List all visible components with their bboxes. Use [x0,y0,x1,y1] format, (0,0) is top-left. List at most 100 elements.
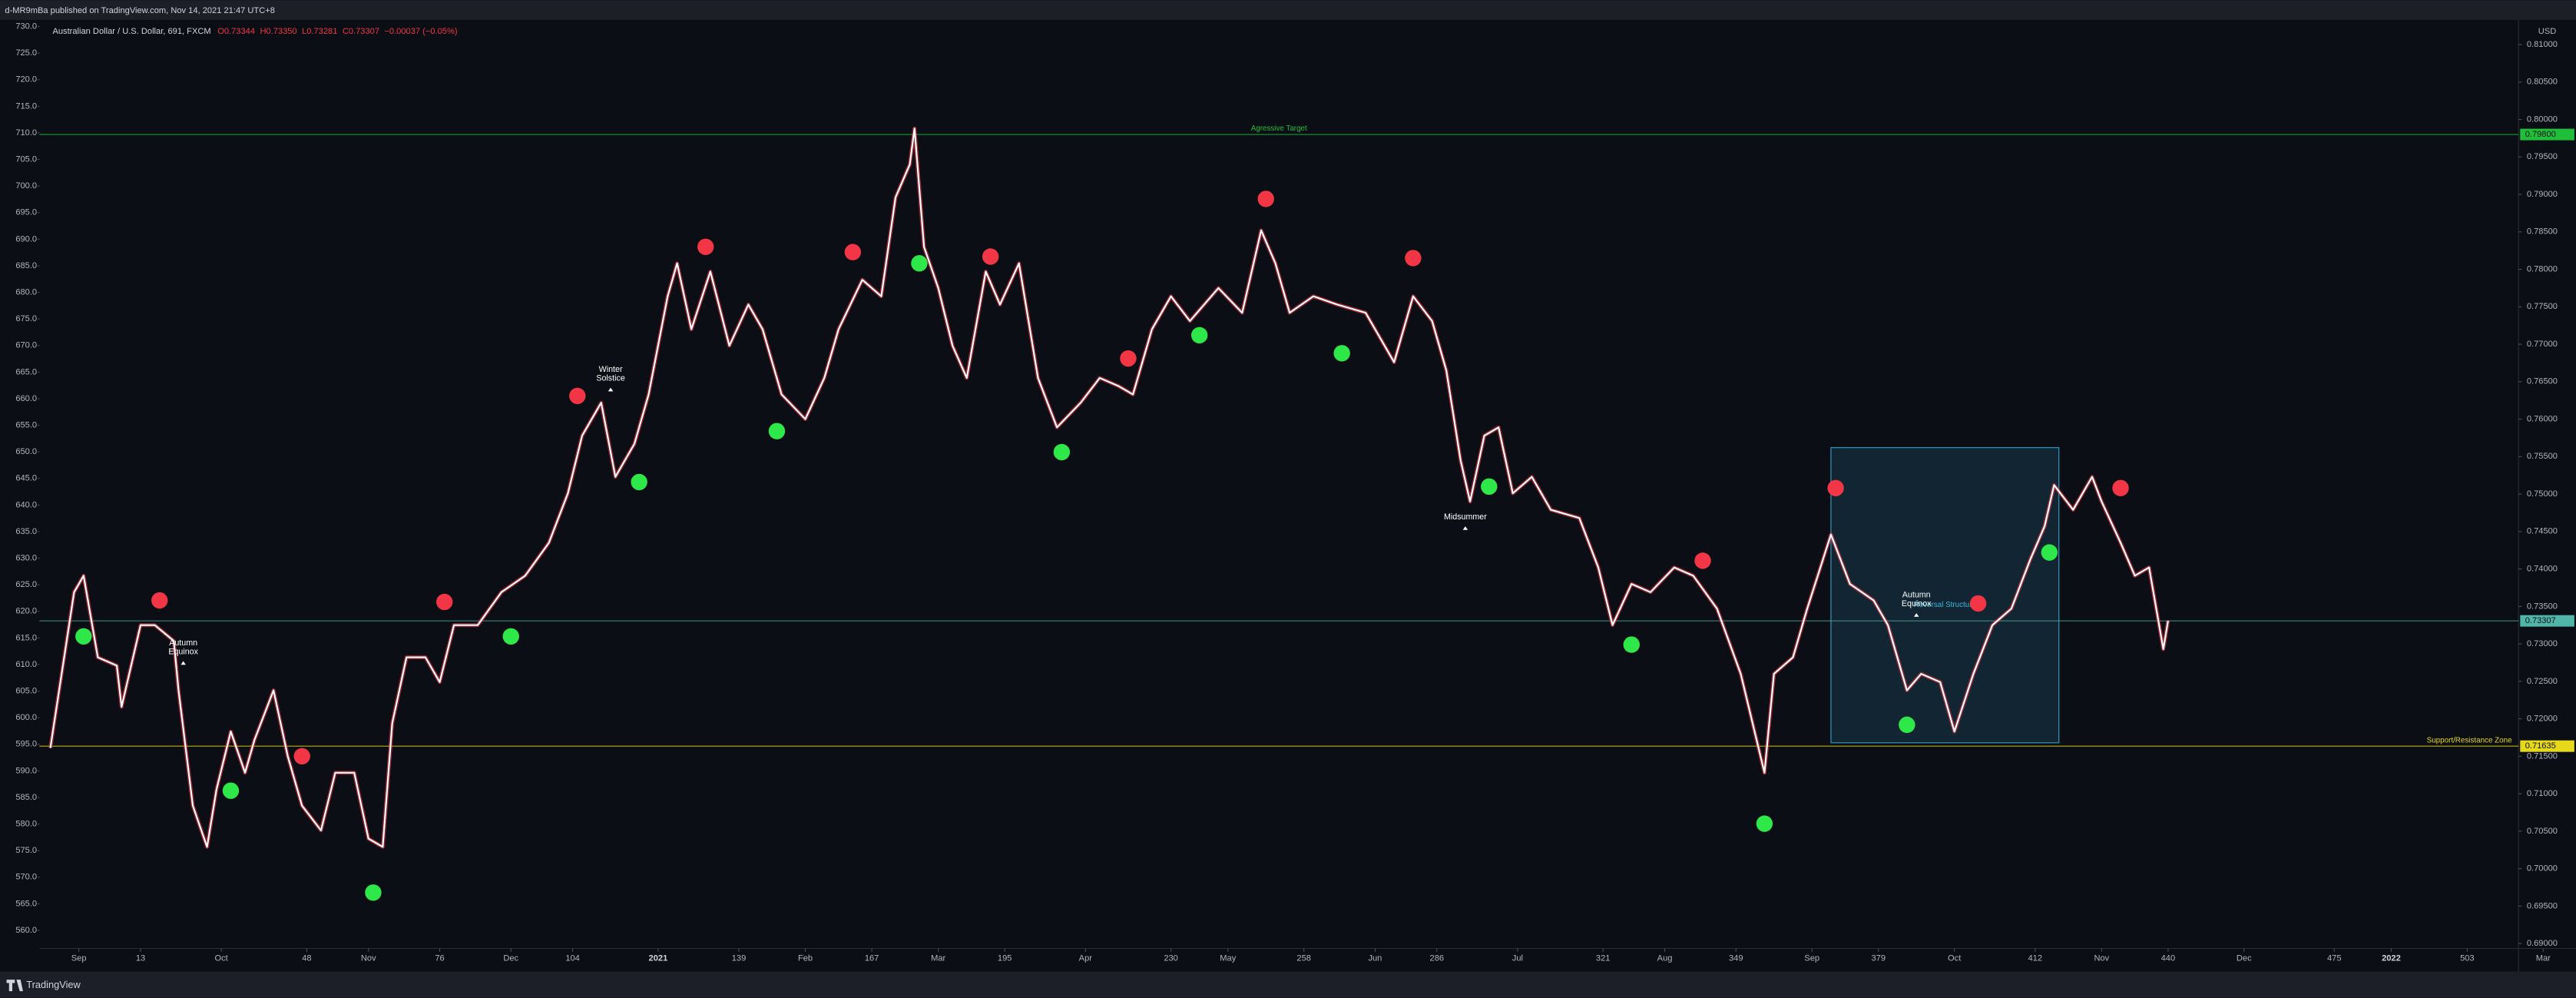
y-tick-label: 0.78000 [2527,264,2558,274]
price-label: 0.71635 [2525,741,2556,751]
ohlc-value: L0.73281 [302,27,337,36]
x-tick-label: May [1220,953,1236,963]
y2-tick-label: 635.0 [15,527,37,536]
signal-dot [1827,479,1844,496]
signal-dot [1333,345,1350,362]
y2-tick-label: 615.0 [15,633,37,642]
annotation-arrow [180,661,186,665]
annotation-arrow [608,387,614,392]
x-tick-label: 258 [1296,953,1311,963]
y-tick-label: 0.71500 [2527,751,2558,761]
y-tick-label: 0.72500 [2527,677,2558,686]
price-label-box [2520,615,2574,627]
y2-tick-label: 590.0 [15,766,37,775]
y2-tick-label: 665.0 [15,367,37,376]
x-tick-label: 2021 [649,953,668,963]
y-tick-label: 0.69000 [2527,939,2558,948]
x-tick-label: Nov [361,953,376,963]
footer-bar [0,971,2576,998]
y2-tick-label: 695.0 [15,208,37,217]
annotation-text: Equinox [1902,599,1932,608]
y-tick-label: 0.79000 [2527,190,2558,199]
signal-dot [1694,552,1711,569]
signal-dot [1899,716,1915,734]
signal-dot [911,255,928,272]
signal-dot [502,628,519,645]
signal-dot [1190,327,1208,344]
y-tick-label: 0.75500 [2527,452,2558,461]
y2-tick-label: 580.0 [15,820,37,829]
y2-tick-label: 620.0 [15,607,37,616]
signal-dot [1257,191,1274,207]
y2-tick-label: 730.0 [15,22,37,31]
y-tick-label: 0.80500 [2527,78,2558,87]
y2-tick-label: 655.0 [15,421,37,430]
signal-dot [2112,479,2129,496]
x-tick-label: Mar [2536,953,2551,963]
x-tick-label: Apr [1079,953,1093,963]
y-tick-label: 0.76500 [2527,377,2558,386]
chart-title: Australian Dollar / U.S. Dollar, 691, FX… [52,27,210,36]
annotation-text: Equinox [168,648,198,657]
signal-dot [1969,595,1987,612]
x-tick-label: 412 [2028,953,2042,963]
y2-tick-label: 680.0 [15,287,37,297]
signal-dot [75,628,92,645]
annotation-text: Midsummer [1444,512,1487,522]
x-tick-label: 230 [1164,953,1178,963]
price-label: 0.79800 [2525,130,2556,139]
top-bar [0,0,2576,20]
currency: USD [2538,27,2556,36]
y2-tick-label: 595.0 [15,740,37,749]
x-tick-label: 440 [2161,953,2176,963]
price-line [49,128,2169,848]
y-tick-label: 0.74000 [2527,565,2558,574]
signal-dot [435,593,453,611]
signal-dot [2041,544,2058,561]
signal-dot [1053,443,1071,461]
y-tick-label: 0.77500 [2527,302,2558,311]
price-label: 0.73307 [2525,616,2556,625]
x-tick-label: Oct [214,953,227,963]
x-tick-label: 379 [1871,953,1886,963]
signal-dot [697,238,714,256]
y2-tick-label: 675.0 [15,314,37,323]
y2-tick-label: 645.0 [15,474,37,483]
signal-dot [982,248,999,265]
x-tick-label: 167 [865,953,879,963]
y2-tick-label: 570.0 [15,873,37,882]
x-tick-label: 195 [998,953,1012,963]
annotation-text: Autumn [1902,590,1931,599]
y2-tick-label: 725.0 [15,48,37,58]
y-tick-label: 0.72000 [2527,715,2558,724]
y2-tick-label: 625.0 [15,580,37,589]
x-tick-label: 349 [1729,953,1743,963]
signal-dot [631,473,647,491]
x-tick-label: Dec [503,953,518,963]
signal-dot [1756,815,1773,832]
x-tick-label: Jul [1512,953,1523,963]
x-tick-label: 76 [435,953,444,963]
box-text: Reversal Structure [1914,601,1977,609]
y2-tick-label: 650.0 [15,447,37,456]
y-tick-label: 0.79500 [2527,152,2558,161]
y-tick-label: 0.71000 [2527,789,2558,798]
y-tick-label: 0.73000 [2527,639,2558,648]
y2-tick-label: 600.0 [15,713,37,722]
x-tick-label: 13 [136,953,145,963]
y2-tick-label: 700.0 [15,181,37,191]
y-tick-label: 0.75000 [2527,489,2558,499]
y2-tick-label: 560.0 [15,926,37,935]
y-tick-label: 0.80000 [2527,114,2558,124]
signal-dot [365,884,382,901]
signal-dot [1481,478,1498,496]
y-tick-label: 0.76000 [2527,415,2558,424]
signal-dot [569,387,586,405]
signal-dot [768,423,786,439]
x-tick-label: 321 [1596,953,1611,963]
y-tick-label: 0.70000 [2527,864,2558,874]
annotation-text: Autumn [169,638,197,648]
x-tick-label: 139 [732,953,747,963]
